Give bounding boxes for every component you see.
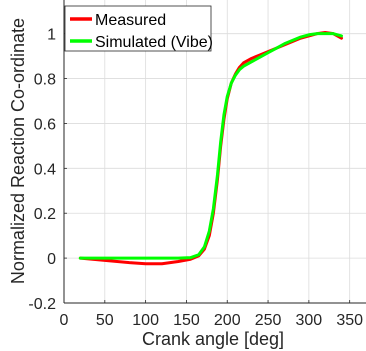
series-group (78, 31, 344, 266)
legend: Measured Simulated (Vibe) (64, 5, 213, 52)
tick-labels: 0 50 100 150 200 250 300 350-0.200.20.40.60.81 (28, 27, 363, 329)
x-tick-label: 200 (214, 312, 241, 329)
y-tick-label: 0.6 (34, 116, 56, 133)
y-tick-label: 0.2 (34, 206, 56, 223)
y-tick-label: 0.8 (34, 72, 56, 89)
x-tick-label: 300 (296, 312, 323, 329)
x-axis-title: Crank angle [deg] (142, 329, 284, 349)
y-tick-label: 0.4 (34, 161, 56, 178)
x-tick-label: 0 (60, 312, 69, 329)
x-tick-label: 150 (173, 312, 200, 329)
legend-label-simulated: Simulated (Vibe) (95, 34, 213, 51)
x-tick-label: 350 (336, 312, 363, 329)
y-tick-label: 0 (47, 251, 56, 268)
y-axis-title: Normalized Reaction Co-ordinate (8, 18, 28, 284)
y-tick-label: 1 (47, 27, 56, 44)
legend-label-measured: Measured (95, 12, 166, 29)
y-tick-label: -0.2 (28, 296, 56, 313)
x-tick-label: 50 (96, 312, 114, 329)
x-tick-label: 100 (132, 312, 159, 329)
series-line-simulated (78, 32, 344, 260)
x-tick-label: 250 (255, 312, 282, 329)
axes (63, 0, 366, 304)
legend-box (64, 5, 212, 52)
